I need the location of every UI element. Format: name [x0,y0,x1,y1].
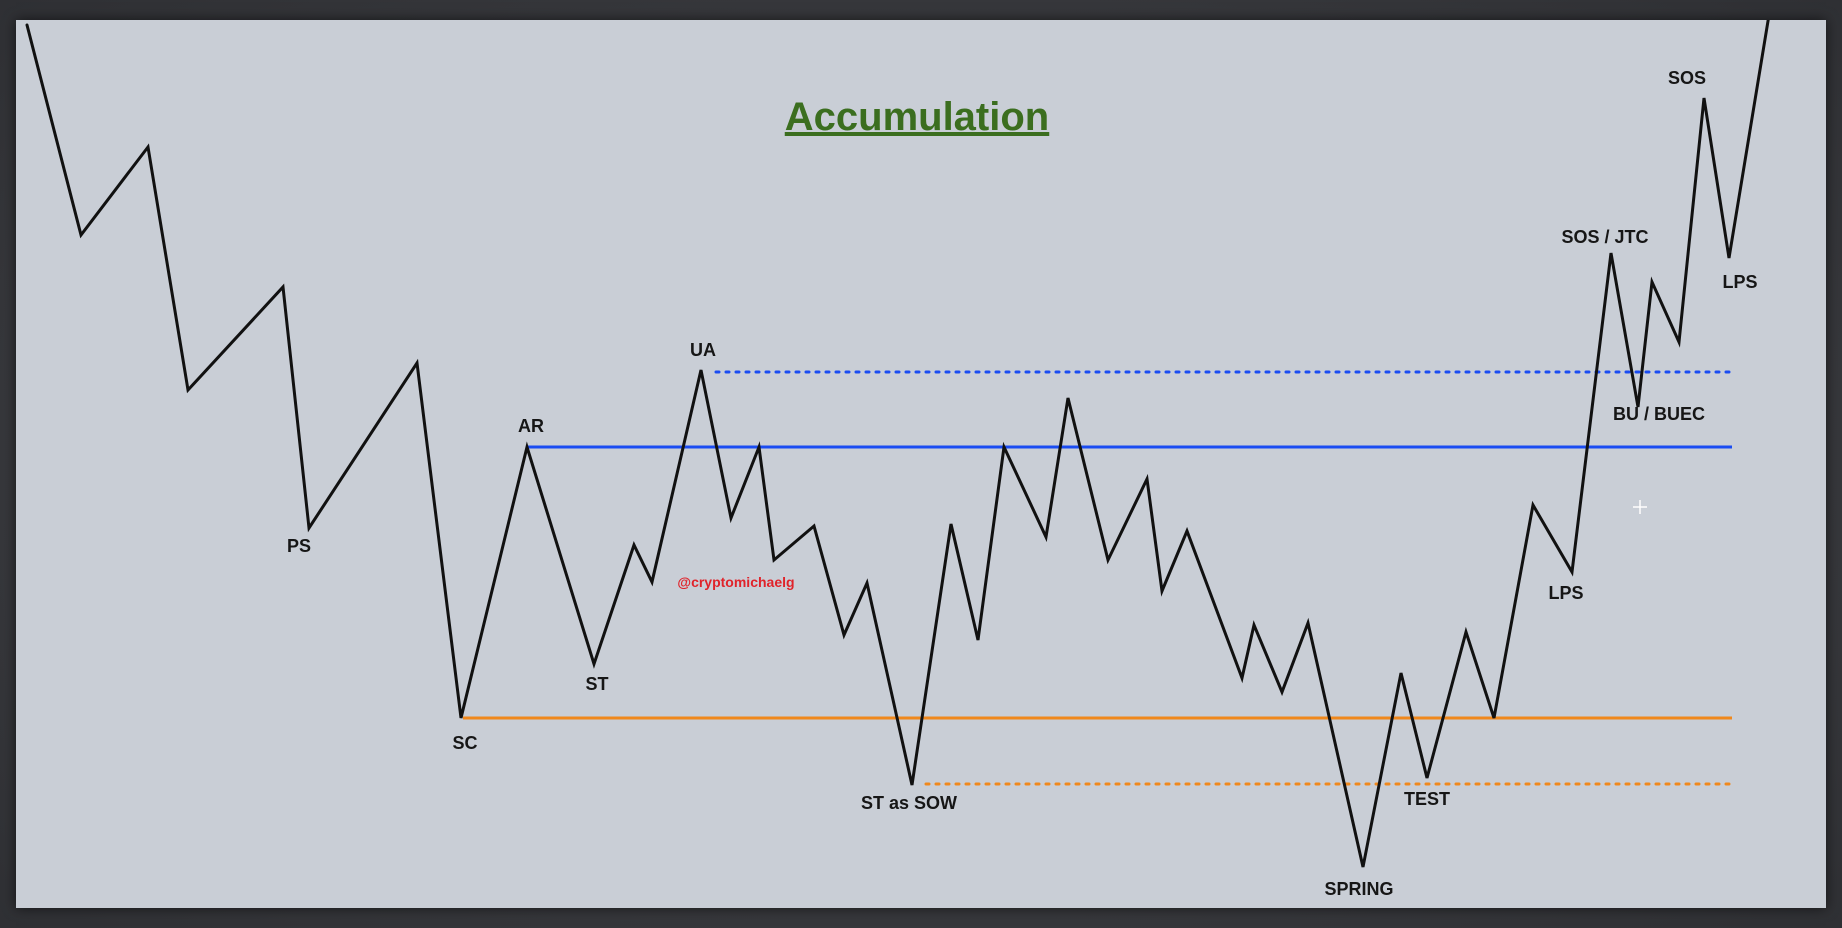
diagram-title: Accumulation [785,95,1049,139]
crosshair-cursor-icon [1633,500,1647,514]
price-path [25,20,1770,868]
label-lps-low: LPS [1548,583,1583,603]
accumulation-diagram: Accumulation @cryptomichaelg PS SC AR ST… [25,20,1770,899]
label-st-as-sow: ST as SOW [861,793,957,813]
label-test: TEST [1404,789,1450,809]
label-ar: AR [518,416,544,436]
diagram-canvas: Accumulation @cryptomichaelg PS SC AR ST… [16,20,1826,908]
label-sc: SC [452,733,477,753]
label-bu-buec: BU / BUEC [1613,404,1705,424]
label-sos-jtc: SOS / JTC [1561,227,1648,247]
label-st: ST [585,674,608,694]
watermark-handle: @cryptomichaelg [677,574,794,590]
label-ua: UA [690,340,716,360]
label-lps-high: LPS [1722,272,1757,292]
label-ps: PS [287,536,311,556]
label-sos: SOS [1668,68,1706,88]
label-spring: SPRING [1324,879,1393,899]
